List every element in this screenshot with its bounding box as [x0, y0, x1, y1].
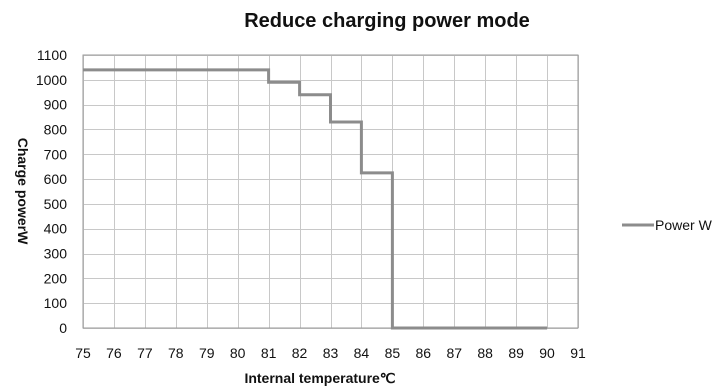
y-tick-label: 100 [44, 295, 68, 311]
y-tick-label: 1000 [36, 72, 67, 88]
x-tick-label: 81 [261, 345, 277, 361]
x-tick-label: 91 [570, 345, 586, 361]
x-tick-label: 75 [75, 345, 91, 361]
x-tick-label: 77 [137, 345, 153, 361]
x-tick-label: 90 [539, 345, 555, 361]
x-tick-label: 88 [477, 345, 493, 361]
x-tick-label: 82 [292, 345, 308, 361]
x-tick-labels: 75 76 77 78 79 80 81 82 83 84 85 86 87 88 89 90 91 [75, 345, 586, 361]
x-axis-label: Internal temperature℃ [244, 370, 395, 386]
y-tick-label: 300 [44, 246, 68, 262]
x-tick-label: 78 [168, 345, 184, 361]
x-tick-label: 76 [106, 345, 122, 361]
x-tick-label: 87 [446, 345, 462, 361]
y-tick-label: 400 [44, 221, 68, 237]
y-tick-label: 1100 [37, 47, 67, 63]
y-axis-label: Charge powerW [15, 138, 31, 245]
y-tick-label: 900 [44, 97, 68, 113]
x-tick-label: 89 [508, 345, 524, 361]
y-tick-label: 500 [44, 196, 68, 212]
x-tick-label: 80 [230, 345, 246, 361]
plot-frame [82, 54, 579, 329]
y-tick-label: 700 [44, 146, 68, 162]
series-line-power [83, 68, 548, 330]
series-layer [83, 68, 548, 330]
y-tick-label: 0 [59, 320, 67, 336]
y-tick-labels: 0 100 200 300 400 500 600 700 800 900 1000 1100 [36, 47, 67, 336]
x-tick-label: 86 [416, 345, 432, 361]
legend: Power W [622, 217, 713, 233]
y-tick-label: 600 [44, 171, 68, 187]
x-tick-label: 79 [199, 345, 215, 361]
x-tick-label: 85 [385, 345, 401, 361]
y-tick-label: 200 [44, 270, 68, 286]
x-tick-label: 83 [323, 345, 339, 361]
x-tick-label: 84 [354, 345, 370, 361]
chart-title: Reduce charging power mode [244, 10, 530, 32]
y-tick-label: 800 [44, 121, 68, 137]
legend-label: Power W [655, 217, 713, 233]
